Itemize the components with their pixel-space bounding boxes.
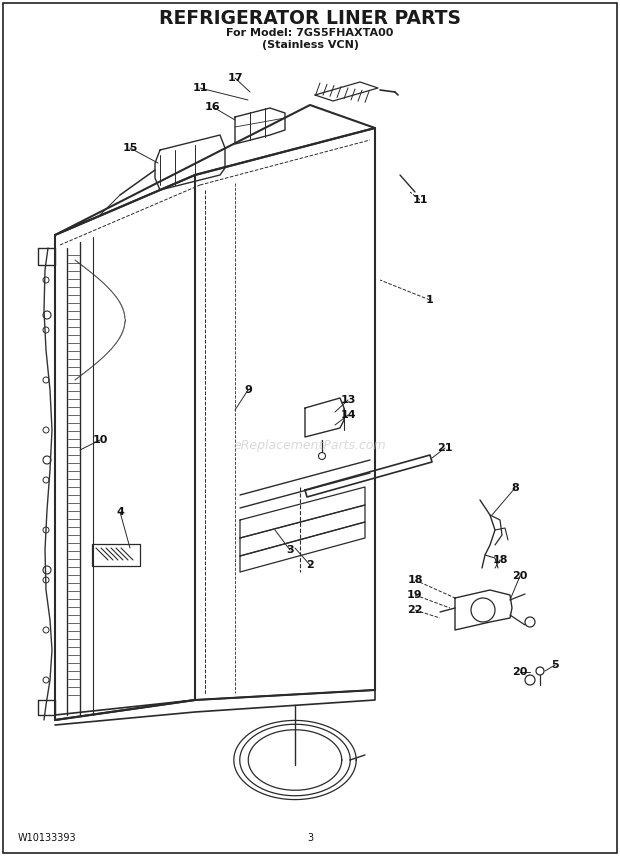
Text: 15: 15 <box>122 143 138 153</box>
Text: (Stainless VCN): (Stainless VCN) <box>262 40 358 50</box>
Text: 1: 1 <box>426 295 434 305</box>
Text: 17: 17 <box>228 73 243 83</box>
Text: 3: 3 <box>307 833 313 843</box>
Text: 18: 18 <box>407 575 423 585</box>
Text: 18: 18 <box>492 555 508 565</box>
Text: 20: 20 <box>512 571 528 581</box>
Text: 19: 19 <box>407 590 423 600</box>
Text: 4: 4 <box>116 507 124 517</box>
Text: 9: 9 <box>244 385 252 395</box>
Text: 20: 20 <box>512 667 528 677</box>
Text: For Model: 7GS5FHAXTA00: For Model: 7GS5FHAXTA00 <box>226 28 394 38</box>
Text: 14: 14 <box>340 410 356 420</box>
Text: 13: 13 <box>340 395 356 405</box>
Text: W10133393: W10133393 <box>18 833 77 843</box>
Text: 21: 21 <box>437 443 453 453</box>
Text: 22: 22 <box>407 605 423 615</box>
Text: 11: 11 <box>192 83 208 93</box>
Text: 11: 11 <box>412 195 428 205</box>
Text: REFRIGERATOR LINER PARTS: REFRIGERATOR LINER PARTS <box>159 9 461 27</box>
Text: 2: 2 <box>306 560 314 570</box>
Text: 5: 5 <box>551 660 559 670</box>
Text: 10: 10 <box>92 435 108 445</box>
Text: 8: 8 <box>511 483 519 493</box>
Text: eReplacementParts.com: eReplacementParts.com <box>234 438 386 451</box>
Text: 3: 3 <box>286 545 294 555</box>
Text: 16: 16 <box>205 102 221 112</box>
